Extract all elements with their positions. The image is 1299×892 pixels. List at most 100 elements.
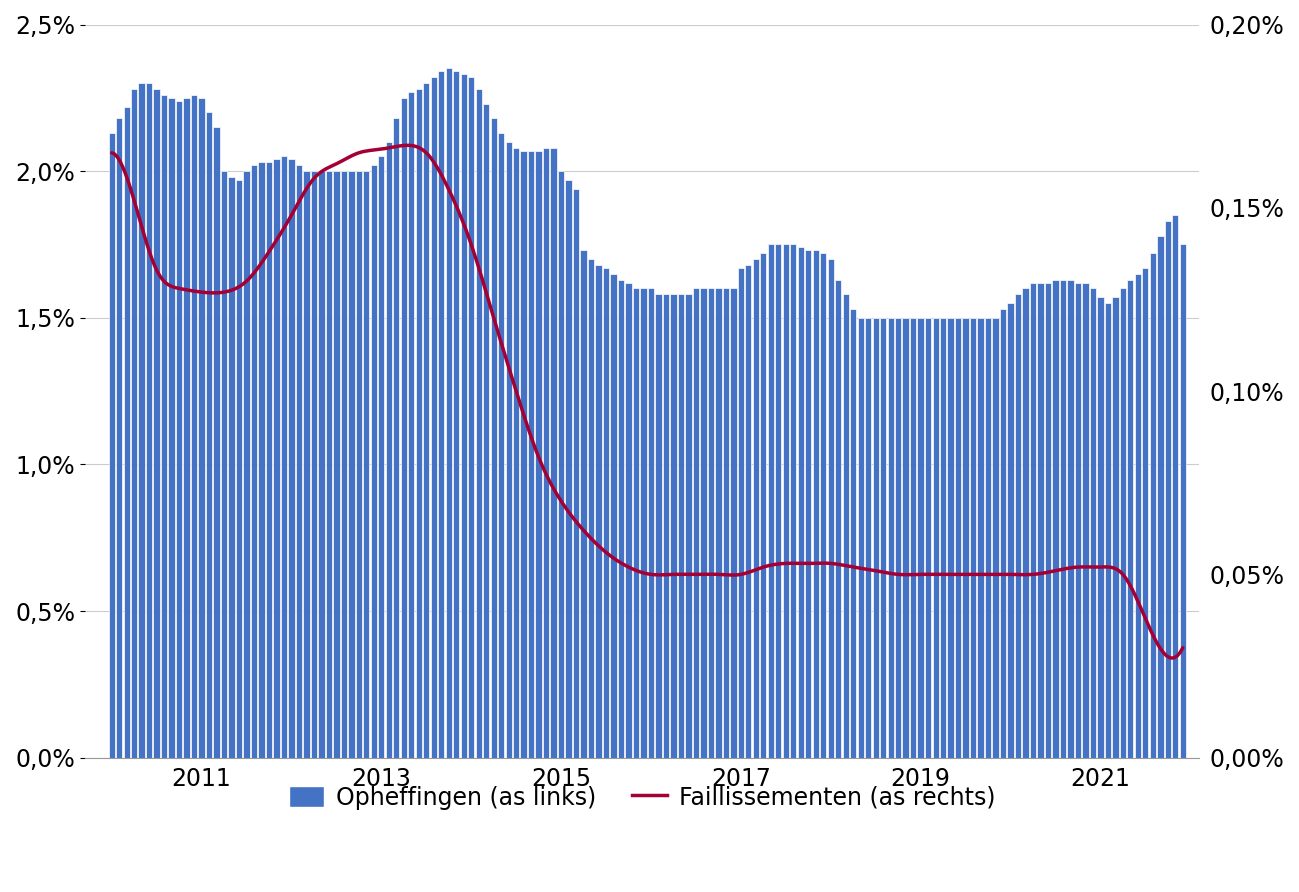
Bar	[236, 180, 242, 757]
Bar	[798, 247, 804, 757]
Bar	[304, 171, 309, 757]
Bar	[1098, 297, 1104, 757]
Bar	[700, 288, 707, 757]
Bar	[326, 171, 333, 757]
Bar	[760, 253, 766, 757]
Bar	[843, 294, 850, 757]
Bar	[1120, 288, 1126, 757]
Bar	[1150, 253, 1156, 757]
Bar	[310, 171, 317, 757]
Bar	[1038, 283, 1043, 757]
Bar	[716, 288, 721, 757]
Bar	[1044, 283, 1051, 757]
Bar	[1165, 221, 1170, 757]
Bar	[947, 318, 953, 757]
Bar	[400, 98, 407, 757]
Bar	[879, 318, 886, 757]
Bar	[768, 244, 774, 757]
Bar	[678, 294, 685, 757]
Bar	[648, 288, 655, 757]
Bar	[468, 78, 474, 757]
Bar	[475, 89, 482, 757]
Bar	[394, 119, 400, 757]
Bar	[970, 318, 976, 757]
Bar	[790, 244, 796, 757]
Bar	[1015, 294, 1021, 757]
Bar	[977, 318, 983, 757]
Bar	[505, 142, 512, 757]
Bar	[453, 71, 460, 757]
Bar	[655, 294, 661, 757]
Bar	[588, 259, 594, 757]
Bar	[430, 78, 436, 757]
Bar	[940, 318, 946, 757]
Bar	[1008, 303, 1013, 757]
Bar	[1022, 288, 1029, 757]
Bar	[1052, 280, 1059, 757]
Bar	[109, 133, 114, 757]
Bar	[1090, 288, 1096, 757]
Bar	[348, 171, 355, 757]
Bar	[1104, 303, 1111, 757]
Bar	[281, 156, 287, 757]
Bar	[933, 318, 939, 757]
Bar	[911, 318, 916, 757]
Bar	[491, 119, 496, 757]
Bar	[692, 288, 699, 757]
Bar	[123, 107, 130, 757]
Bar	[895, 318, 902, 757]
Bar	[887, 318, 894, 757]
Bar	[992, 318, 999, 757]
Bar	[603, 268, 609, 757]
Bar	[116, 119, 122, 757]
Bar	[1128, 280, 1134, 757]
Bar	[483, 103, 490, 757]
Bar	[827, 259, 834, 757]
Bar	[513, 148, 520, 757]
Bar	[438, 71, 444, 757]
Bar	[461, 74, 466, 757]
Bar	[1082, 283, 1089, 757]
Bar	[1112, 297, 1118, 757]
Bar	[1157, 235, 1164, 757]
Bar	[169, 98, 175, 757]
Bar	[903, 318, 909, 757]
Bar	[813, 251, 818, 757]
Bar	[625, 283, 631, 757]
Bar	[191, 95, 197, 757]
Bar	[618, 280, 625, 757]
Bar	[145, 83, 152, 757]
Legend: Opheffingen (as links), Faillissementen (as rechts): Opheffingen (as links), Faillissementen …	[279, 776, 1004, 819]
Bar	[640, 288, 647, 757]
Bar	[498, 133, 504, 757]
Bar	[370, 165, 377, 757]
Bar	[752, 259, 759, 757]
Bar	[783, 244, 788, 757]
Bar	[746, 265, 752, 757]
Bar	[611, 274, 617, 757]
Bar	[1000, 309, 1007, 757]
Bar	[581, 251, 587, 757]
Bar	[386, 142, 392, 757]
Bar	[273, 160, 279, 757]
Bar	[850, 309, 856, 757]
Bar	[865, 318, 872, 757]
Bar	[776, 244, 782, 757]
Bar	[925, 318, 931, 757]
Bar	[243, 171, 249, 757]
Bar	[738, 268, 744, 757]
Bar	[963, 318, 969, 757]
Bar	[266, 162, 271, 757]
Bar	[183, 98, 190, 757]
Bar	[334, 171, 339, 757]
Bar	[565, 180, 572, 757]
Bar	[662, 294, 669, 757]
Bar	[686, 294, 691, 757]
Bar	[259, 162, 265, 757]
Bar	[340, 171, 347, 757]
Bar	[722, 288, 729, 757]
Bar	[446, 69, 452, 757]
Bar	[730, 288, 737, 757]
Bar	[1179, 244, 1186, 757]
Bar	[131, 89, 138, 757]
